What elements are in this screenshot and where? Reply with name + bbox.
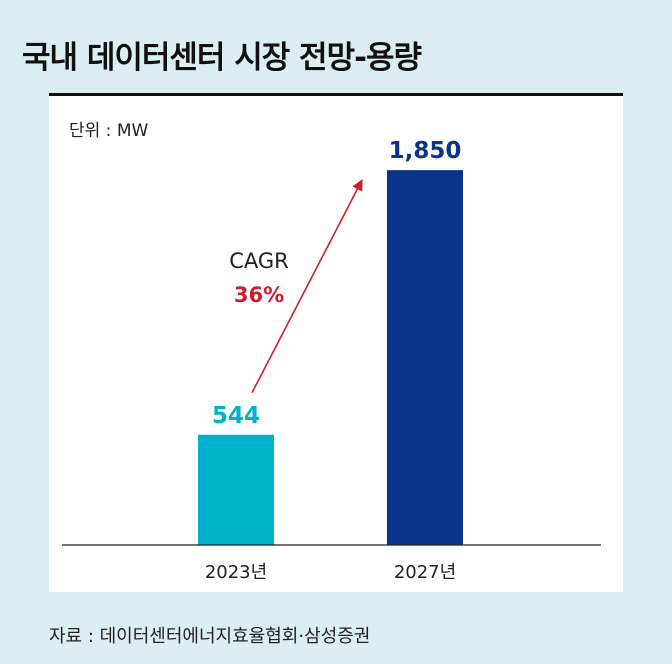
bar-2023년: [198, 434, 274, 545]
chart-panel: [49, 96, 623, 592]
cagr-value: 36%: [234, 283, 284, 307]
bar-2027년: [387, 170, 463, 545]
unit-label: 단위 : MW: [69, 121, 149, 141]
data-label-2023년: 544: [212, 403, 260, 429]
category-label-2023년: 2023년: [205, 562, 267, 583]
data-label-2027년: 1,850: [389, 138, 462, 164]
source-note: 자료 : 데이터센터에너지효율협회·삼성증권: [49, 626, 371, 647]
growth-arrow: [251, 179, 363, 394]
title-underline: [49, 93, 623, 96]
chart-title: 국내 데이터센터 시장 전망-용량: [22, 40, 422, 76]
category-label-2027년: 2027년: [394, 562, 456, 583]
cagr-label: CAGR: [229, 249, 289, 273]
